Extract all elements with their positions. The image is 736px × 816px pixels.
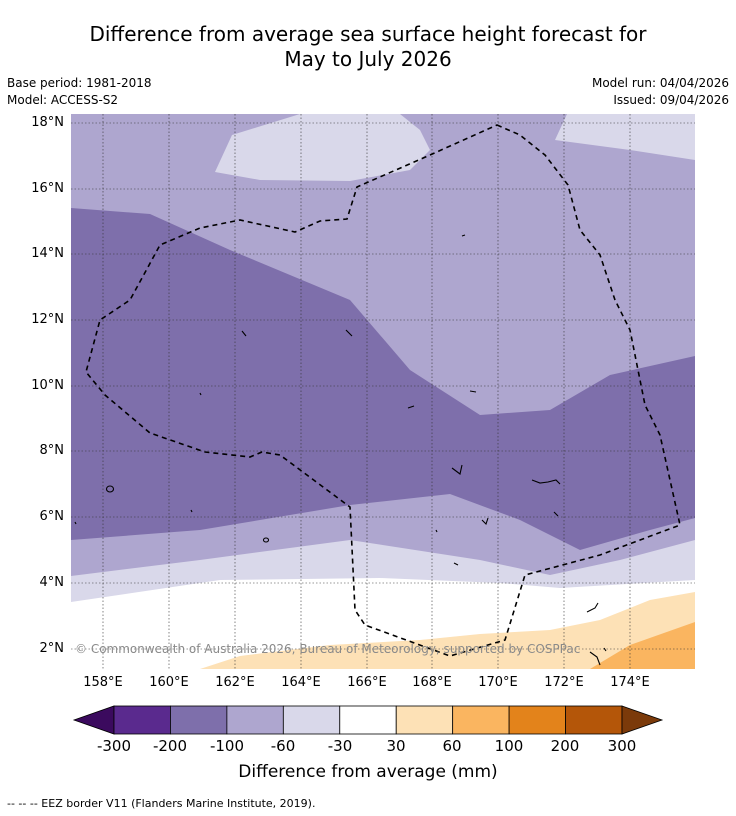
cb-tick-9: 300 <box>607 737 637 755</box>
island-tarawa <box>589 651 601 666</box>
cb-tick-0: -300 <box>96 737 132 755</box>
island-wake <box>461 234 466 237</box>
island-majuro <box>531 479 561 485</box>
cb-tick-7: 100 <box>494 737 524 755</box>
cb-tick-5: 30 <box>386 737 406 755</box>
island-jaluit <box>553 511 559 517</box>
colorbar-segment-0 <box>113 705 171 735</box>
colorbar-title: Difference from average (mm) <box>238 762 498 782</box>
eez-legend-footer: -- -- -- EEZ border V11 (Flanders Marine… <box>7 797 316 810</box>
lon-label-160: 160°E <box>149 675 189 690</box>
lon-label-158: 158°E <box>83 675 123 690</box>
colorbar-segment-4 <box>339 705 397 735</box>
island-rongelap <box>469 390 477 393</box>
island-ailinginae <box>407 405 415 409</box>
island-dot-2 <box>74 521 77 525</box>
lat-label-14: 14°N <box>31 246 64 261</box>
meta-left: Base period: 1981-2018 Model: ACCESS-S2 <box>7 75 152 109</box>
colorbar <box>72 705 664 735</box>
cb-tick-2: -100 <box>209 737 245 755</box>
colorbar-extend-high <box>621 705 664 735</box>
lon-label-170: 170°E <box>478 675 518 690</box>
contour-band-plus60 <box>590 622 695 669</box>
colorbar-segments <box>113 705 623 735</box>
island-dot-3 <box>190 509 193 513</box>
colorbar-segment-5 <box>395 705 454 735</box>
eez-border <box>85 124 681 657</box>
colorbar-segment-2 <box>226 705 284 735</box>
lon-label-172: 172°E <box>544 675 584 690</box>
cb-tick-4: -30 <box>327 737 353 755</box>
lat-label-2: 2°N <box>39 641 65 656</box>
lat-label-10: 10°N <box>31 378 64 393</box>
lon-label-164: 164°E <box>281 675 321 690</box>
lon-label-168: 168°E <box>412 675 452 690</box>
cb-tick-8: 200 <box>550 737 580 755</box>
model-run: Model run: 04/04/2026 <box>591 76 729 90</box>
islands <box>74 234 607 666</box>
lon-label-166: 166°E <box>347 675 387 690</box>
lon-label-174: 174°E <box>610 675 650 690</box>
title-line-1: Difference from average sea surface heig… <box>89 22 647 46</box>
island-ujelang <box>241 330 247 337</box>
contour-band-minus60-north <box>215 114 430 181</box>
cb-tick-6: 60 <box>442 737 462 755</box>
colorbar-segment-1 <box>170 705 228 735</box>
contour-band-minus60-northeast <box>555 114 695 160</box>
lat-label-4: 4°N <box>39 575 65 590</box>
meta-right: Model run: 04/04/2026 Issued: 09/04/2026 <box>592 75 729 109</box>
colorbar-segment-7 <box>508 705 566 735</box>
island-mili <box>481 517 489 526</box>
island-enewetak <box>345 329 353 337</box>
cb-tick-3: -60 <box>270 737 296 755</box>
island-dot-1 <box>435 529 438 533</box>
colorbar-segment-8 <box>565 705 623 735</box>
island-tarawa-north <box>586 602 599 613</box>
island-kosrae <box>262 537 270 543</box>
lat-label-16: 16°N <box>31 181 64 196</box>
colorbar-segment-6 <box>452 705 510 735</box>
base-period: Base period: 1981-2018 <box>7 76 152 90</box>
copyright-credit: © Commonwealth of Australia 2026, Bureau… <box>75 642 581 656</box>
island-nauru-region <box>453 562 459 566</box>
title-line-2: May to July 2026 <box>284 47 452 71</box>
island-abaiang <box>603 647 607 652</box>
model-name: Model: ACCESS-S2 <box>7 93 119 107</box>
map-plot-area <box>71 114 695 669</box>
contour-band-plus30 <box>200 592 695 669</box>
lat-label-8: 8°N <box>39 443 65 458</box>
lon-label-162: 162°E <box>215 675 255 690</box>
cb-tick-1: -200 <box>152 737 188 755</box>
island-pohnpei <box>105 485 115 493</box>
island-dot-4 <box>199 392 202 396</box>
lat-label-12: 12°N <box>31 312 64 327</box>
issued-date: Issued: 09/04/2026 <box>613 93 729 107</box>
lat-label-6: 6°N <box>39 509 65 524</box>
colorbar-segment-3 <box>282 705 341 735</box>
colorbar-extend-low <box>72 705 115 735</box>
island-kwajalein <box>451 464 463 475</box>
lat-label-18: 18°N <box>31 115 64 130</box>
chart-title: Difference from average sea surface heig… <box>0 22 736 72</box>
graticule <box>71 114 695 669</box>
